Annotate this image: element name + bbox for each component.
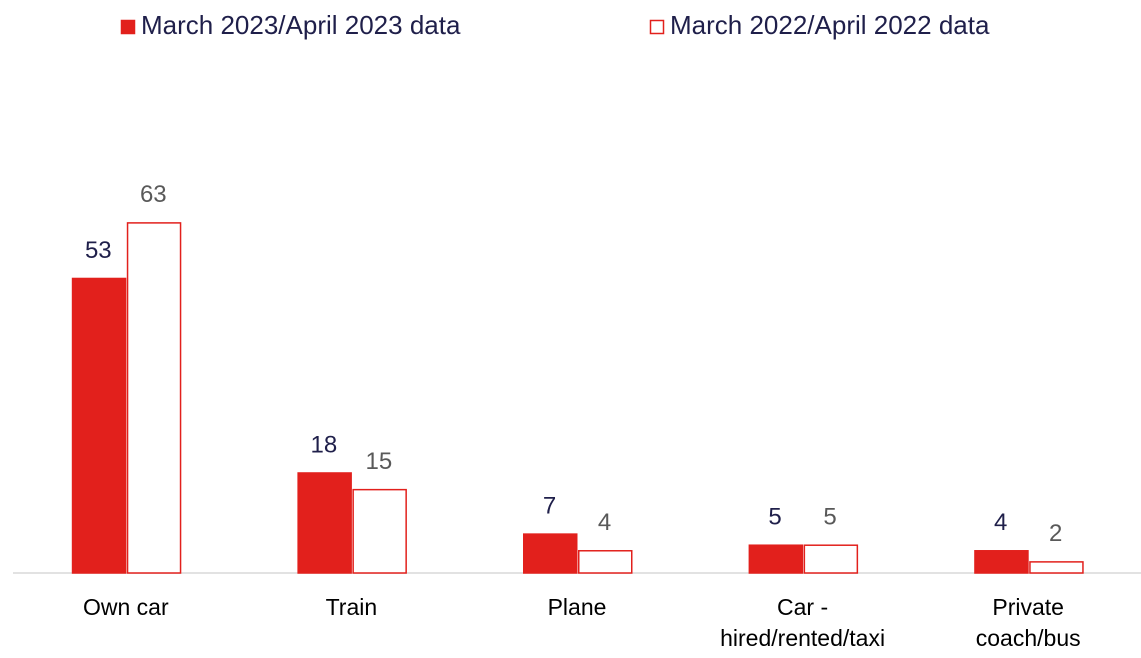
value-label: 18 bbox=[311, 431, 338, 458]
x-tick-label: Train bbox=[326, 594, 378, 620]
bar bbox=[974, 550, 1029, 574]
value-label: 4 bbox=[994, 509, 1007, 536]
bar bbox=[297, 472, 352, 574]
bar bbox=[803, 544, 859, 574]
value-label: 4 bbox=[598, 509, 611, 536]
legend-swatch bbox=[649, 19, 665, 35]
value-label: 7 bbox=[543, 492, 556, 519]
bar bbox=[352, 488, 407, 574]
value-label: 5 bbox=[823, 504, 836, 531]
bar bbox=[1029, 561, 1084, 574]
legend-label: March 2023/April 2023 data bbox=[141, 10, 461, 40]
bar bbox=[748, 544, 804, 574]
value-label: 15 bbox=[366, 448, 393, 475]
bar bbox=[523, 533, 578, 574]
bar bbox=[578, 550, 633, 574]
value-label: 2 bbox=[1049, 520, 1062, 547]
bar bbox=[126, 222, 182, 574]
x-tick-label: Own car bbox=[83, 594, 169, 620]
bar bbox=[71, 277, 127, 574]
value-label: 53 bbox=[85, 237, 112, 264]
legend-swatch bbox=[120, 19, 136, 35]
x-tick-label: Car -hired/rented/taxi bbox=[720, 594, 885, 651]
legend-label: March 2022/April 2022 data bbox=[670, 10, 990, 40]
value-label: 63 bbox=[140, 181, 167, 208]
x-tick-label: Plane bbox=[548, 594, 607, 620]
x-tick-label: Private coach/bus bbox=[976, 594, 1081, 651]
value-label: 5 bbox=[768, 504, 781, 531]
